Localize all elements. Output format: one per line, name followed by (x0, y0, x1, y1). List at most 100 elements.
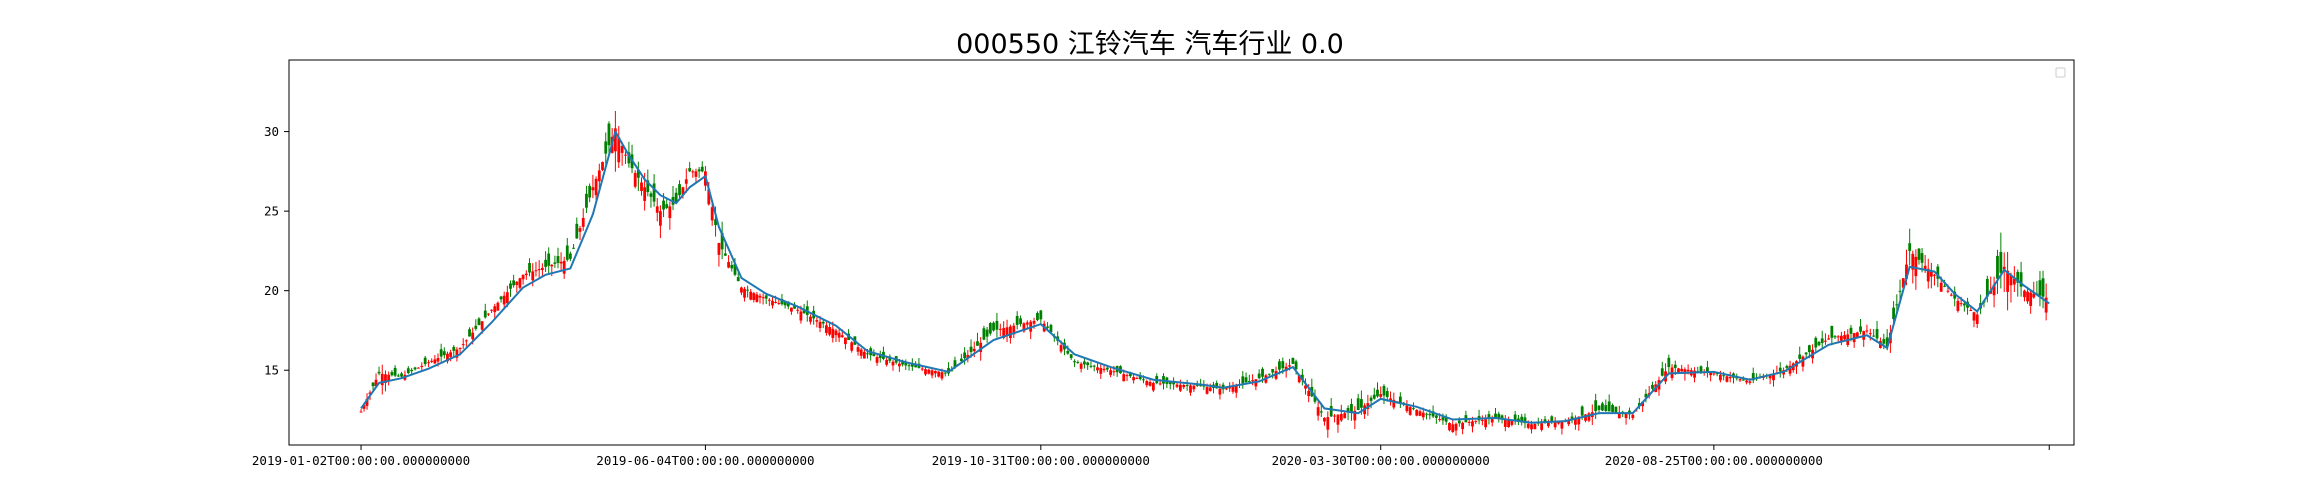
candle-up (1712, 373, 1716, 375)
candle-up (521, 274, 525, 280)
candle-up (743, 288, 746, 298)
candle-down (723, 253, 727, 256)
candle-up (2026, 291, 2029, 302)
candle-up (2006, 270, 2009, 292)
candle-up (897, 363, 901, 367)
candle-down (477, 318, 481, 326)
candle-down (604, 141, 608, 154)
candle-up (1956, 300, 1960, 311)
candle-up (493, 306, 497, 313)
candle-down (1872, 335, 1876, 337)
candle-up (1709, 372, 1713, 376)
candle-down (688, 168, 692, 172)
candle-up (1251, 380, 1255, 382)
candle-down (764, 295, 768, 299)
candle-up (458, 347, 462, 349)
candle-down (1550, 416, 1554, 423)
candle-down (1722, 375, 1726, 377)
candle-up (480, 321, 484, 330)
candle-up (771, 300, 774, 306)
candle-up (1032, 320, 1036, 324)
candle-down (1168, 381, 1172, 385)
candle-up (490, 309, 493, 311)
candle-down (1833, 336, 1837, 338)
candle-up (740, 287, 743, 293)
candle-down (1673, 364, 1677, 368)
candle-down (1644, 393, 1648, 398)
candle-down (1908, 243, 1912, 251)
candle-down (1376, 389, 1379, 397)
candle-up (1772, 373, 1775, 381)
candle-down (1614, 406, 1618, 413)
candle-up (1125, 375, 1129, 377)
candle-down (1313, 396, 1317, 402)
candle-up (1304, 385, 1307, 389)
candle-down (1898, 290, 1902, 292)
candle-up (1225, 388, 1228, 390)
candle-down (1607, 401, 1611, 412)
candle-down (1172, 381, 1176, 385)
candle-up (1333, 415, 1336, 417)
candle-down (783, 301, 787, 306)
candle-up (1205, 387, 1209, 394)
candle-up (1788, 365, 1792, 374)
candle-down (1996, 255, 1999, 279)
candle-down (1431, 411, 1435, 417)
candle-down (499, 296, 503, 300)
candle-down (1247, 381, 1251, 383)
candle-up (1192, 385, 1196, 390)
candle-down (982, 328, 986, 340)
candle-up (1914, 256, 1918, 277)
candle-up (1905, 264, 1908, 279)
candle-down (588, 185, 592, 198)
candle-down (439, 349, 443, 357)
candle-up (1933, 274, 1936, 276)
candle-up (1102, 368, 1106, 371)
candle-up (1992, 284, 1996, 296)
candle-down (1105, 367, 1109, 370)
candle-down (1319, 411, 1323, 413)
candle-down (1412, 408, 1415, 410)
candle-up (487, 313, 490, 315)
candle-up (1467, 421, 1471, 423)
candle-up (578, 228, 582, 232)
candle-down (1039, 310, 1043, 320)
candle-up (1326, 417, 1330, 430)
candle-up (1540, 423, 1544, 430)
candle-down (866, 353, 869, 355)
candle-down (1092, 365, 1096, 367)
candle-up (1009, 326, 1012, 339)
candle-down (1820, 338, 1824, 343)
candle-up (2002, 266, 2006, 270)
candle-down (396, 375, 400, 377)
candle-up (1617, 412, 1621, 419)
candle-down (423, 357, 427, 365)
candle-down (1814, 337, 1818, 348)
candle-up (1843, 335, 1846, 340)
candle-up (1949, 294, 1953, 296)
candle-down (556, 256, 560, 263)
candle-down (2041, 278, 2045, 297)
candle-up (449, 352, 453, 357)
candle-up (455, 349, 459, 358)
candle-down (1892, 307, 1895, 320)
candle-up (1683, 369, 1687, 374)
candle-down (1036, 312, 1039, 321)
candle-down (662, 200, 665, 210)
candle-down (963, 352, 967, 359)
candle-down (1597, 405, 1601, 410)
candle-down (1494, 413, 1497, 418)
candle-up (777, 303, 781, 305)
x-tick-label: 2020-08-25T00:00:00.000000000 (1605, 453, 1823, 468)
candle-up (633, 172, 637, 187)
candle-up (1553, 422, 1557, 428)
candle-down (1142, 379, 1145, 381)
candle-down (1497, 413, 1501, 419)
candle-up (540, 267, 544, 270)
candle-down (943, 372, 947, 374)
candle-down (410, 369, 414, 372)
candle-up (1175, 384, 1179, 387)
candle-down (585, 193, 588, 208)
candle-up (1547, 422, 1550, 427)
